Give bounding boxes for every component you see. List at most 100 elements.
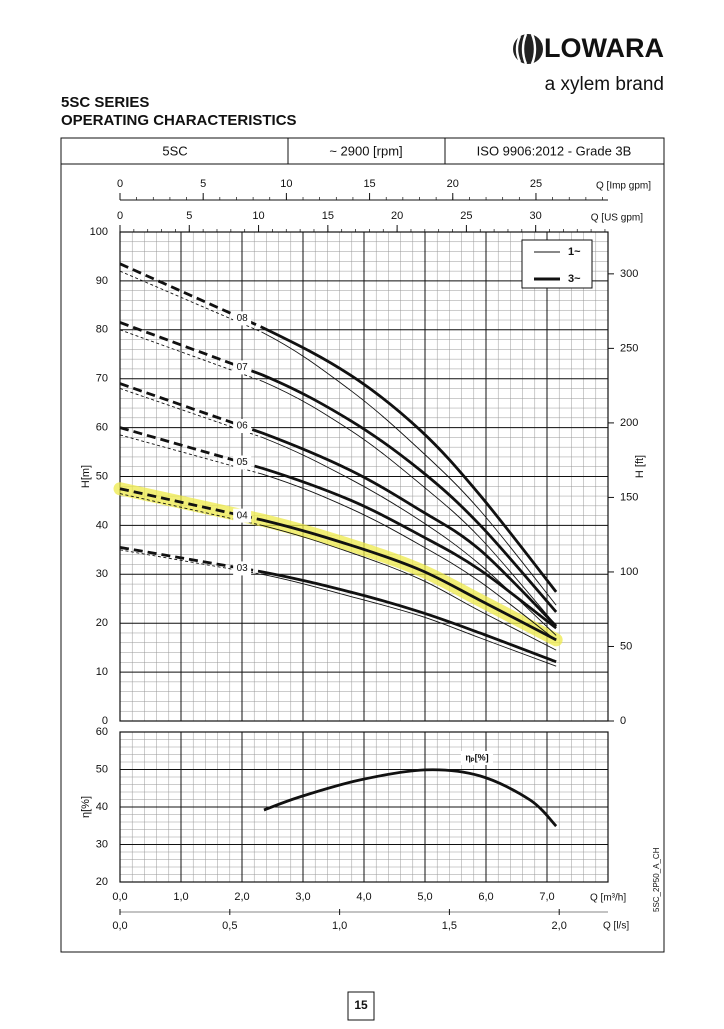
label-bg [233, 419, 252, 434]
x-tick-label: 2,0 [234, 891, 249, 903]
y-tick-label: 40 [96, 801, 108, 813]
label-bg [233, 311, 252, 326]
curve-1ph [119, 388, 557, 636]
top-tick-label: 10 [252, 210, 264, 222]
y-tick-label: 50 [96, 763, 108, 775]
top-tick-label: 25 [530, 178, 542, 190]
curve-label: ηₚ[%] [465, 752, 488, 762]
top-tick-label: 0 [117, 210, 123, 222]
label-bg [233, 455, 252, 470]
curve-3ph [119, 426, 557, 630]
x-axis-label: Q [m³/h] [590, 893, 626, 904]
page-box [347, 991, 375, 1021]
top-tick-label: 15 [363, 178, 375, 190]
curve-label: 03 [237, 563, 249, 574]
header-cell: ISO 9906:2012 - Grade 3B [477, 143, 632, 158]
y-tick-label: 70 [96, 373, 108, 385]
curve-3ph [119, 487, 557, 642]
y-tick-label: 0 [102, 715, 108, 727]
x-tick-label: 1,0 [173, 891, 188, 903]
top-tick-label: 10 [280, 178, 292, 190]
efficiency-curve [263, 768, 558, 828]
header-cell: ~ 2900 [rpm] [329, 143, 402, 158]
x2-tick-label: 0,5 [222, 920, 237, 932]
curve-1ph [119, 493, 557, 651]
top-tick-label: 25 [460, 210, 472, 222]
y-tick-label: 100 [90, 226, 108, 238]
y-tick-label: 90 [96, 275, 108, 287]
y-tick-label: 30 [96, 838, 108, 850]
y-tick-label: 60 [96, 726, 108, 738]
brand: LOWARA [544, 33, 664, 63]
title: OPERATING CHARACTERISTICS [61, 112, 297, 129]
y2-axis-label: H [ft] [634, 455, 646, 478]
y-axis-label: H[m] [80, 465, 92, 488]
header-cell: 5SC [162, 143, 187, 158]
curve-1ph [119, 549, 557, 667]
logo-stripes [515, 33, 537, 65]
y2-tick-label: 100 [620, 566, 638, 578]
top-axis-label: Q [US gpm] [591, 213, 643, 224]
curve-label: 08 [237, 313, 249, 324]
label-bg [233, 561, 252, 576]
top-tick-label: 20 [447, 178, 459, 190]
label-bg [233, 360, 252, 375]
title: 5SC SERIES [61, 94, 149, 111]
y2-tick-label: 250 [620, 342, 638, 354]
x-tick-label: 6,0 [478, 891, 493, 903]
label-bg [233, 508, 252, 523]
y-tick-label: 50 [96, 470, 108, 482]
y-tick-label: 80 [96, 324, 108, 336]
label-bg [461, 751, 493, 765]
y2-tick-label: 150 [620, 491, 638, 503]
y-tick-label: 10 [96, 666, 108, 678]
x-tick-label: 5,0 [417, 891, 432, 903]
x-tick-label: 7,0 [539, 891, 554, 903]
curve-1ph [119, 434, 557, 641]
y2-tick-label: 300 [620, 268, 638, 280]
curve-label: 04 [237, 510, 249, 521]
y-tick-label: 30 [96, 568, 108, 580]
top-tick-label: 5 [200, 178, 206, 190]
curve-3ph [119, 382, 558, 628]
y-tick-label: 60 [96, 422, 108, 434]
curve-3ph [119, 321, 558, 613]
legend-box [521, 239, 593, 289]
frame [60, 137, 665, 953]
x2-tick-label: 0,0 [112, 920, 127, 932]
top-tick-label: 15 [322, 210, 334, 222]
y-axis-label: η[%] [80, 796, 92, 818]
y-tick-label: 20 [96, 876, 108, 888]
x2-tick-label: 1,5 [442, 920, 457, 932]
x2-tick-label: 1,0 [332, 920, 347, 932]
curve-3ph [119, 262, 558, 593]
curve-label: 06 [237, 421, 249, 432]
curve-1ph [119, 329, 557, 626]
legend-label: 1~ [568, 246, 581, 258]
x-tick-label: 0,0 [112, 891, 127, 903]
x-tick-label: 3,0 [295, 891, 310, 903]
top-tick-label: 30 [530, 210, 542, 222]
y2-tick-label: 50 [620, 640, 632, 652]
x-tick-label: 4,0 [356, 891, 371, 903]
top-tick-label: 0 [117, 178, 123, 190]
top-axis-label: Q [Imp gpm] [596, 181, 651, 192]
logo-icon [513, 34, 543, 64]
curve-label: 07 [237, 362, 249, 373]
page-number: 15 [354, 998, 368, 1012]
logo [513, 33, 543, 65]
curve-3ph [119, 546, 557, 664]
y-tick-label: 20 [96, 617, 108, 629]
x2-tick-label: 2,0 [552, 920, 567, 932]
tagline: a xylem brand [545, 74, 664, 95]
drawing-code: 5SC_2P50_A_CH [652, 847, 661, 912]
x2-axis-label: Q [l/s] [603, 921, 629, 932]
curve-label: 05 [237, 457, 249, 468]
top-tick-label: 5 [186, 210, 192, 222]
curve-1ph [119, 270, 557, 606]
y2-tick-label: 200 [620, 417, 638, 429]
legend-label: 3~ [568, 273, 581, 285]
y2-tick-label: 0 [620, 715, 626, 727]
y-tick-label: 40 [96, 519, 108, 531]
